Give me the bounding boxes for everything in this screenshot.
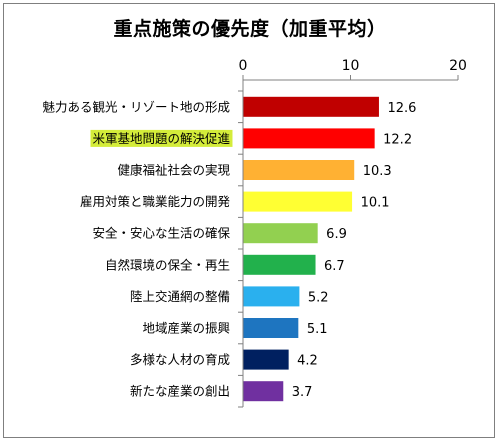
- category-label: 自然環境の保全・再生: [105, 257, 230, 272]
- value-label: 6.7: [324, 259, 345, 274]
- category-label: 魅力ある観光・リゾート地の形成: [42, 99, 230, 114]
- x-tick-label: 20: [449, 58, 467, 74]
- category-highlight: [90, 129, 233, 147]
- chart-title: 重点施策の優先度（加重平均）: [113, 18, 387, 40]
- bar: [243, 254, 316, 275]
- value-label: 4.2: [297, 354, 318, 369]
- bar: [243, 160, 355, 180]
- bar: [243, 349, 289, 370]
- bar: [243, 318, 299, 338]
- category-label: 多様な人材の育成: [130, 352, 230, 367]
- category-label: 陸上交通網の整備: [130, 289, 230, 304]
- bar: [243, 223, 318, 244]
- bar: [243, 128, 375, 149]
- value-label: 10.3: [363, 164, 392, 179]
- category-label: 米軍基地問題の解決促進: [92, 131, 230, 146]
- category-label: 新たな産業の創出: [130, 384, 230, 399]
- bar: [243, 96, 379, 117]
- value-label: 12.6: [387, 101, 416, 116]
- value-label: 3.7: [292, 385, 313, 400]
- bar: [243, 286, 300, 307]
- x-tick-label: 10: [342, 58, 360, 74]
- bar: [243, 381, 284, 402]
- value-label: 12.2: [383, 132, 412, 147]
- bar: [243, 191, 353, 212]
- category-label: 雇用対策と職業能力の開発: [80, 194, 231, 209]
- value-label: 5.1: [307, 322, 328, 337]
- value-label: 10.1: [361, 196, 390, 211]
- category-label: 安全・安心な生活の確保: [92, 226, 230, 241]
- x-tick-label: 0: [239, 58, 248, 74]
- category-label: 健康福祉社会の実現: [117, 163, 230, 178]
- category-label: 地域産業の振興: [142, 321, 230, 336]
- value-label: 5.2: [308, 290, 329, 305]
- value-label: 6.9: [326, 227, 347, 242]
